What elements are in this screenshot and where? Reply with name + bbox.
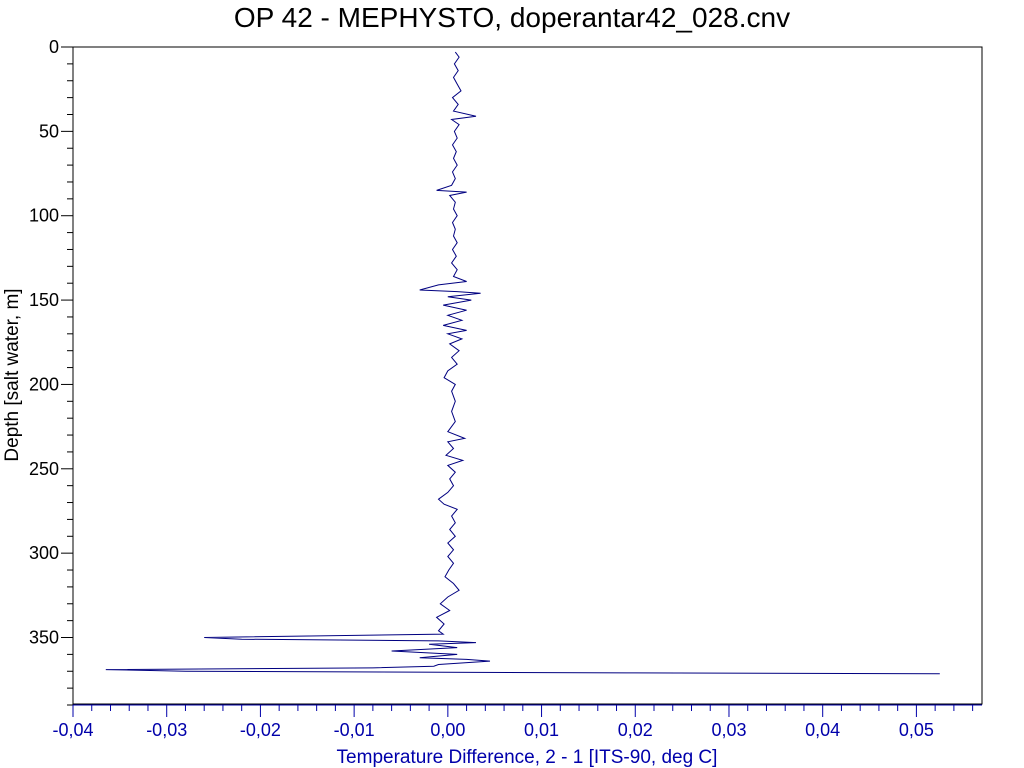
x-tick-label: 0,01 — [524, 720, 559, 740]
y-tick-label: 50 — [39, 121, 59, 141]
x-minor-ticks — [91, 705, 974, 711]
chart-title: OP 42 - MEPHYSTO, doperantar42_028.cnv — [233, 2, 791, 33]
x-tick-label: 0,03 — [711, 720, 746, 740]
x-tick-label: 0,02 — [618, 720, 653, 740]
x-tick-label: -0,03 — [146, 720, 187, 740]
y-tick-label: 150 — [29, 290, 59, 310]
y-tick-label: 100 — [29, 206, 59, 226]
y-minor-ticks — [67, 63, 73, 706]
y-tick-label: 0 — [49, 37, 59, 57]
y-tick-label: 250 — [29, 459, 59, 479]
y-tick-label: 300 — [29, 543, 59, 563]
y-axis-title: Depth [salt water, m] — [2, 288, 23, 461]
x-axis-ticks: -0,04 -0,03 -0,02 -0,01 0,00 0,01 0,02 0,03 0,04… — [52, 705, 934, 740]
y-axis-ticks: 0 50 100 150 200 250 300 350 — [29, 37, 73, 648]
y-tick-label: 200 — [29, 374, 59, 394]
x-tick-label: 0,00 — [430, 720, 465, 740]
y-tick-label: 350 — [29, 628, 59, 648]
x-tick-label: 0,05 — [899, 720, 934, 740]
series-line — [105, 51, 940, 675]
x-tick-label: 0,04 — [805, 720, 840, 740]
x-tick-label: -0,01 — [334, 720, 375, 740]
x-tick-label: -0,04 — [52, 720, 93, 740]
plot-frame — [72, 46, 983, 705]
x-tick-label: -0,02 — [240, 720, 281, 740]
x-axis-title: Temperature Difference, 2 - 1 [ITS-90, d… — [337, 747, 718, 768]
